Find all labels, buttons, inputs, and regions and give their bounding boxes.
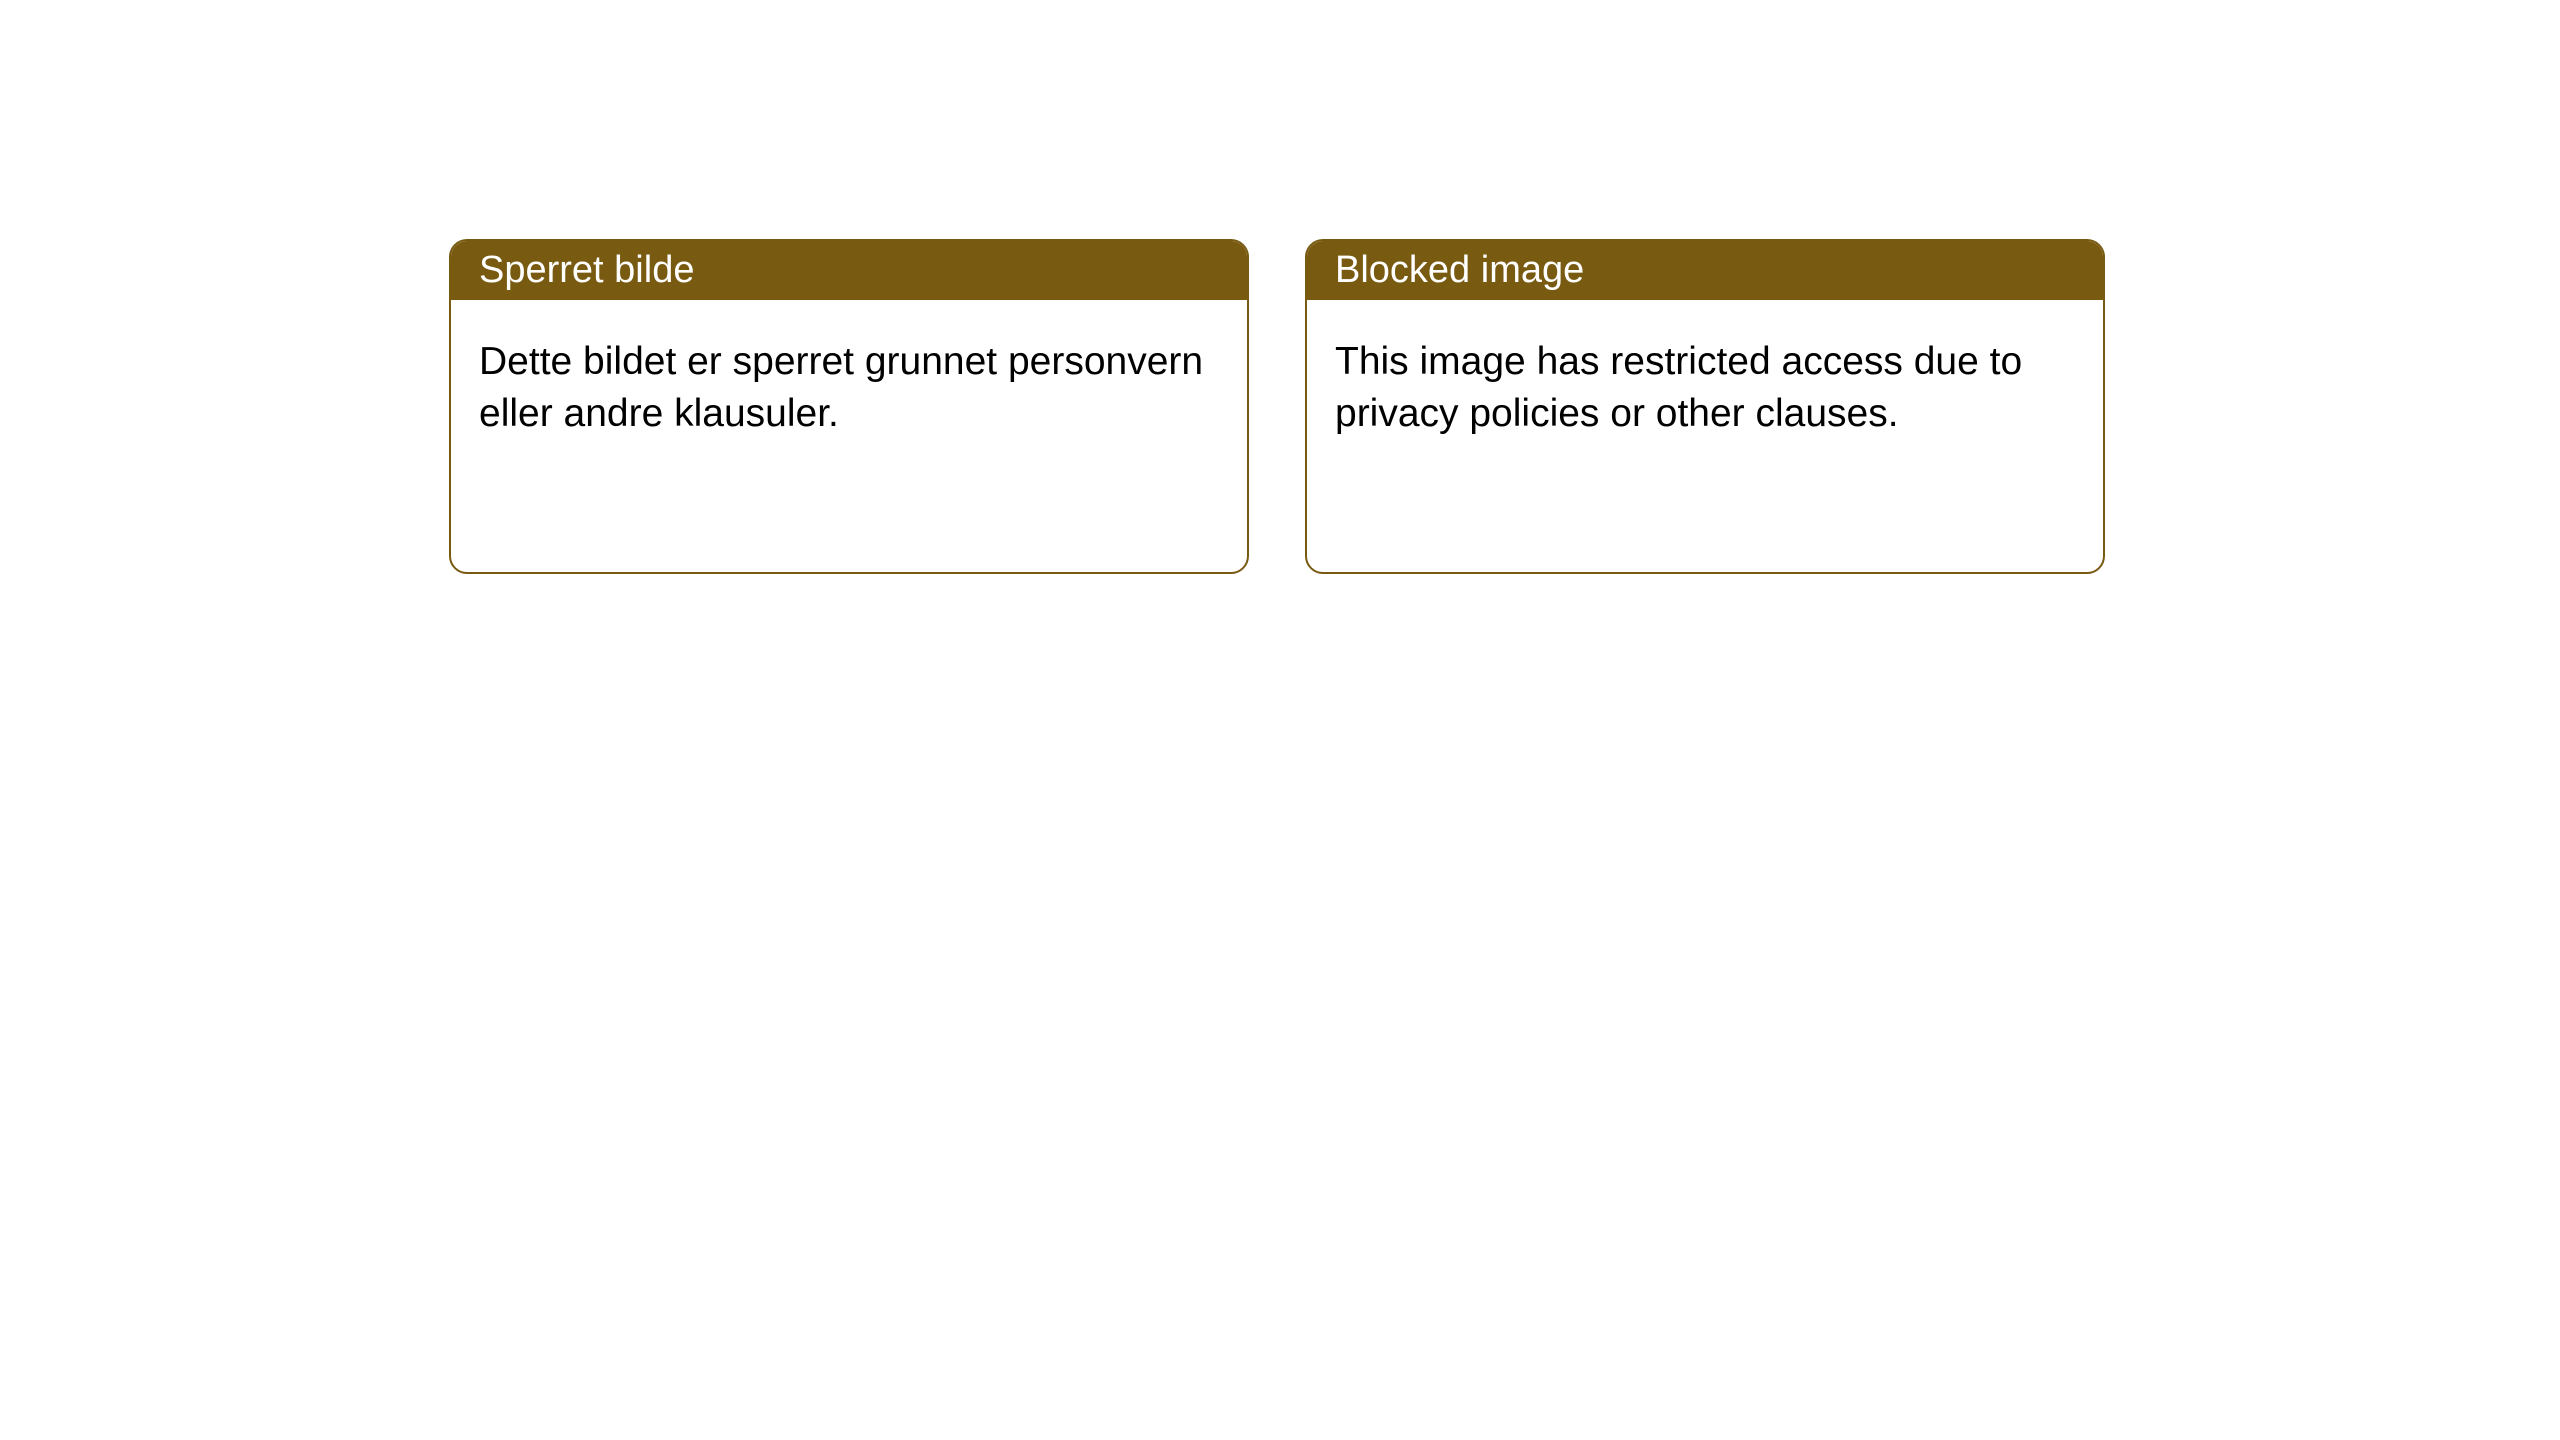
- blocked-image-card-norwegian: Sperret bilde Dette bildet er sperret gr…: [449, 239, 1249, 574]
- card-title: Sperret bilde: [479, 249, 694, 291]
- card-header: Sperret bilde: [451, 241, 1247, 300]
- card-body: Dette bildet er sperret grunnet personve…: [451, 300, 1247, 477]
- card-body-text: This image has restricted access due to …: [1335, 340, 2022, 435]
- card-body: This image has restricted access due to …: [1307, 300, 2103, 477]
- card-body-text: Dette bildet er sperret grunnet personve…: [479, 340, 1203, 435]
- card-title: Blocked image: [1335, 249, 1584, 291]
- cards-container: Sperret bilde Dette bildet er sperret gr…: [449, 239, 2105, 574]
- card-header: Blocked image: [1307, 241, 2103, 300]
- blocked-image-card-english: Blocked image This image has restricted …: [1305, 239, 2105, 574]
